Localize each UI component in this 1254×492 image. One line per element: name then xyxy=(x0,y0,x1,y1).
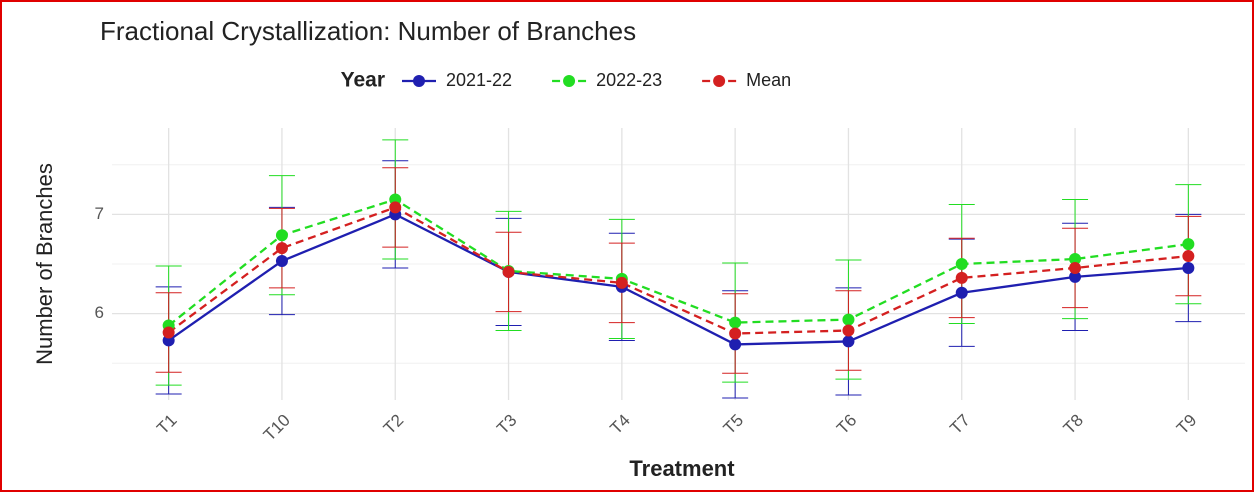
point xyxy=(1182,250,1195,263)
series-line xyxy=(167,213,1189,346)
point xyxy=(162,326,175,339)
point xyxy=(275,242,288,255)
legend-marker xyxy=(563,75,576,87)
legend-label: Mean xyxy=(746,70,791,90)
point xyxy=(842,335,855,348)
point xyxy=(1069,270,1082,283)
point xyxy=(502,265,515,278)
point xyxy=(1069,261,1082,274)
x-axis-label: Treatment xyxy=(629,456,735,481)
point xyxy=(955,258,968,270)
point xyxy=(955,286,968,299)
series-line xyxy=(167,206,1189,335)
point xyxy=(615,276,628,289)
point xyxy=(275,255,288,268)
point xyxy=(275,229,288,242)
point xyxy=(1069,253,1082,266)
point xyxy=(389,201,402,214)
point xyxy=(1182,238,1195,251)
legend-label: 2021-22 xyxy=(446,70,512,90)
point xyxy=(729,327,742,340)
legend-label: 2022-23 xyxy=(596,70,662,90)
point xyxy=(842,313,855,326)
y-tick-label: 7 xyxy=(95,204,104,223)
point xyxy=(729,338,742,351)
point xyxy=(955,271,968,284)
point xyxy=(729,316,742,329)
series-line xyxy=(167,198,1189,327)
y-axis-label: Number of Branches xyxy=(32,163,57,365)
legend-marker xyxy=(713,75,726,87)
y-tick-label: 6 xyxy=(95,303,104,322)
legend-title: Year xyxy=(341,69,385,92)
chart-title: Fractional Crystallization: Number of Br… xyxy=(100,16,636,46)
legend-marker xyxy=(413,75,425,87)
point xyxy=(1182,261,1195,274)
point xyxy=(842,324,855,337)
